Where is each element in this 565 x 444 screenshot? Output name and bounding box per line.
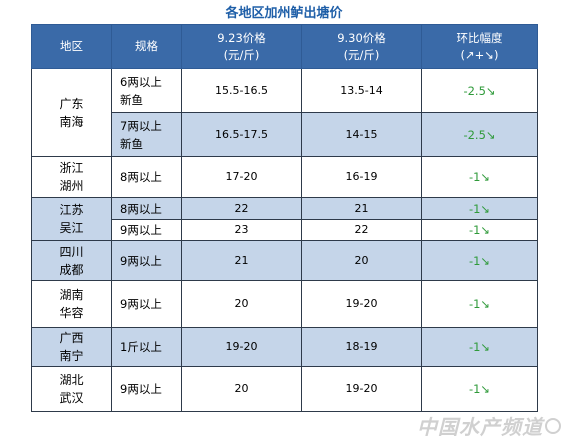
- table-row: 四川 成都 9两以上 21 20 -1↘: [31, 240, 538, 281]
- table-row: 广西 南宁 1斤以上 19-20 18-19 -1↘: [31, 327, 538, 367]
- header-price-0930: 9.30价格 (元/斤): [301, 24, 422, 69]
- change-cell: -1↘: [421, 156, 538, 198]
- price-0930-cell: 19-20: [301, 280, 422, 328]
- watermark-logo-icon: [545, 418, 561, 434]
- table-title: 各地区加州鲈出塘价: [225, 6, 343, 21]
- header-spec: 规格: [111, 24, 182, 69]
- price-0923-cell: 22: [181, 197, 302, 220]
- price-0930-cell: 16-19: [301, 156, 422, 198]
- table-row: 9两以上 23 22 -1↘: [32, 219, 538, 241]
- table-row: 湖北 武汉 9两以上 20 19-20 -1↘: [31, 366, 538, 412]
- price-0930-cell: 21: [301, 197, 422, 220]
- spec-cell: 6两以上 新鱼: [111, 68, 182, 113]
- price-0930-cell: 18-19: [301, 327, 422, 367]
- header-change: 环比幅度 (↗+↘): [421, 24, 538, 69]
- watermark-text: 中国水产频道: [417, 415, 543, 439]
- price-0930-cell: 22: [301, 219, 422, 241]
- spec-cell: 9两以上: [111, 366, 182, 412]
- price-0923-cell: 16.5-17.5: [181, 112, 302, 157]
- table-row: 浙江 湖州 8两以上 17-20 16-19 -1↘: [31, 156, 538, 198]
- region-cell: 江苏 吴江: [31, 197, 112, 241]
- change-cell: -1↘: [421, 366, 538, 412]
- header-row: 地区 规格 9.23价格 (元/斤) 9.30价格 (元/斤) 环比幅度 (↗+↘): [31, 24, 538, 69]
- price-0923-cell: 17-20: [181, 156, 302, 198]
- price-0930-cell: 20: [301, 240, 422, 281]
- region-cell: 四川 成都: [31, 240, 112, 281]
- spec-cell: 9两以上: [111, 280, 182, 328]
- price-0923-cell: 20: [181, 366, 302, 412]
- change-cell: -1↘: [421, 240, 538, 281]
- header-price-0923: 9.23价格 (元/斤): [181, 24, 302, 69]
- price-0930-cell: 13.5-14: [301, 68, 422, 113]
- price-0923-cell: 20: [181, 280, 302, 328]
- region-cell: 浙江 湖州: [31, 156, 112, 198]
- table-row: 广东 南海 6两以上 新鱼 15.5-16.5 13.5-14 -2.5↘: [31, 68, 538, 157]
- price-0923-cell: 23: [181, 219, 302, 241]
- change-cell: -1↘: [421, 327, 538, 367]
- spec-cell: 7两以上 新鱼: [111, 112, 182, 157]
- region-cell: 广西 南宁: [31, 327, 112, 367]
- change-cell: -2.5↘: [421, 68, 538, 113]
- table-row: 江苏 吴江 8两以上 22 21 -1↘: [31, 197, 538, 241]
- change-cell: -1↘: [421, 197, 538, 220]
- price-0923-cell: 19-20: [181, 327, 302, 367]
- region-cell: 广东 南海: [31, 68, 112, 157]
- price-table: 地区 规格 9.23价格 (元/斤) 9.30价格 (元/斤) 环比幅度 (↗+↘) …: [31, 24, 538, 412]
- price-0923-cell: 21: [181, 240, 302, 281]
- spec-cell: 1斤以上: [111, 327, 182, 367]
- spec-cell: 8两以上: [111, 197, 182, 220]
- header-region: 地区: [31, 24, 112, 69]
- region-cell: 湖北 武汉: [31, 366, 112, 412]
- table-row: 7两以上 新鱼 16.5-17.5 14-15 -2.5↘: [32, 112, 538, 157]
- change-cell: -1↘: [421, 280, 538, 328]
- table-row: 湖南 华容 9两以上 20 19-20 -1↘: [31, 280, 538, 328]
- price-0923-cell: 15.5-16.5: [181, 68, 302, 113]
- change-cell: -2.5↘: [421, 112, 538, 157]
- spec-cell: 8两以上: [111, 156, 182, 198]
- price-0930-cell: 19-20: [301, 366, 422, 412]
- region-cell: 湖南 华容: [31, 280, 112, 328]
- price-0930-cell: 14-15: [301, 112, 422, 157]
- spec-cell: 9两以上: [111, 219, 182, 241]
- spec-cell: 9两以上: [111, 240, 182, 281]
- change-cell: -1↘: [421, 219, 538, 241]
